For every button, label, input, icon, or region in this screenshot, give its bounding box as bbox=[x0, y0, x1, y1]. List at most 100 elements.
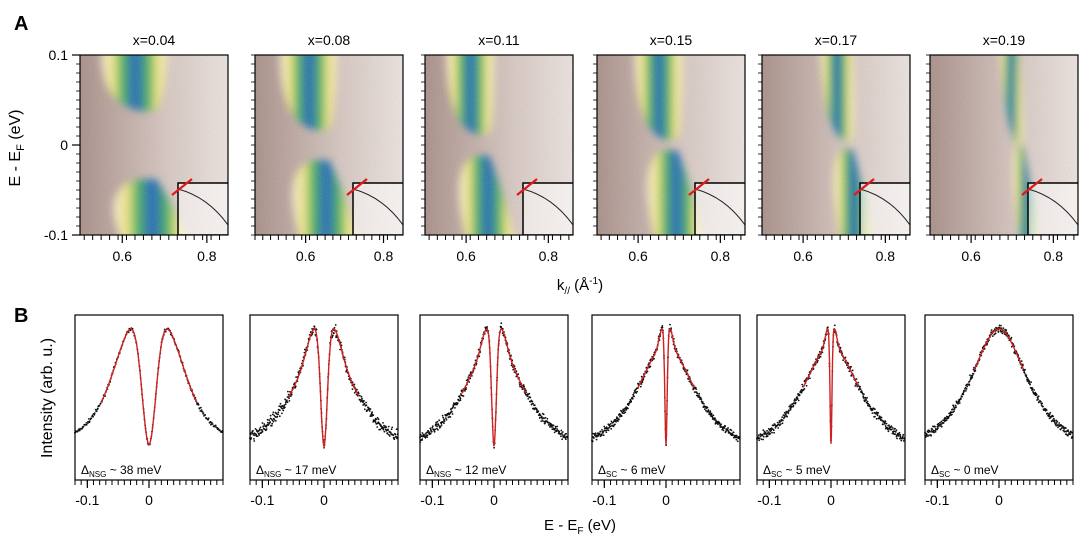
edc-point bbox=[1027, 379, 1030, 381]
edc-point bbox=[374, 421, 377, 423]
edc-point bbox=[1031, 388, 1034, 390]
x-axis-ticks bbox=[926, 54, 1075, 243]
edc-point bbox=[284, 406, 286, 409]
panel-b-ylabel: Intensity (arb. u.) bbox=[39, 338, 56, 458]
edc-point bbox=[881, 419, 883, 422]
edc-point bbox=[766, 429, 768, 432]
edc-point bbox=[714, 417, 716, 420]
edc-point bbox=[282, 409, 285, 412]
edc-point bbox=[880, 416, 883, 419]
edc-point bbox=[1069, 433, 1072, 436]
edc-point bbox=[363, 408, 366, 411]
edc-point bbox=[706, 406, 709, 409]
edc-point bbox=[429, 432, 432, 435]
edc-point bbox=[270, 418, 273, 420]
edc-point bbox=[757, 437, 760, 440]
edc-point bbox=[512, 368, 515, 371]
edc-point bbox=[376, 416, 379, 419]
inset-fermi-arc bbox=[177, 188, 228, 226]
edc-point bbox=[605, 431, 608, 433]
edc-point bbox=[701, 401, 704, 404]
edc-point bbox=[426, 434, 429, 437]
edc-point bbox=[283, 404, 286, 407]
edc-point bbox=[214, 424, 217, 427]
edc-point bbox=[1002, 327, 1005, 330]
edc-point bbox=[90, 417, 93, 420]
edc-point bbox=[78, 429, 81, 432]
gap-subscript: NSG bbox=[264, 470, 281, 479]
edc-point bbox=[1023, 372, 1026, 374]
edc-point bbox=[770, 428, 773, 431]
edc-point bbox=[855, 378, 858, 380]
edc-point bbox=[735, 438, 738, 441]
edc-point bbox=[433, 428, 435, 431]
gap-annotation: ΔSC ~ 5 meV bbox=[763, 463, 831, 479]
edc-point bbox=[250, 437, 253, 439]
edc-frame bbox=[924, 314, 1074, 481]
gap-subscript: SC bbox=[606, 470, 617, 479]
edc-point bbox=[998, 324, 1001, 327]
edc-point bbox=[1037, 398, 1040, 400]
edc-point bbox=[600, 433, 603, 435]
edc-point bbox=[1041, 402, 1044, 405]
edc-point bbox=[426, 436, 429, 438]
edc-point bbox=[1059, 428, 1062, 431]
edc-point bbox=[340, 341, 342, 344]
edc-point bbox=[863, 393, 865, 396]
edc-point bbox=[253, 440, 256, 442]
edc-point bbox=[551, 426, 554, 428]
edc-point bbox=[865, 399, 867, 402]
edc-point bbox=[882, 420, 885, 423]
edc-point bbox=[883, 423, 886, 425]
x-tick-label: 0.6 bbox=[296, 248, 316, 264]
edc-point bbox=[353, 383, 356, 386]
edc-point bbox=[934, 431, 937, 433]
edc-point bbox=[269, 421, 271, 423]
edc-point bbox=[93, 412, 96, 415]
edc-point bbox=[867, 402, 870, 405]
edc-point bbox=[932, 429, 935, 432]
edc-point bbox=[785, 412, 787, 415]
edc-point bbox=[713, 418, 716, 421]
edc-point bbox=[725, 430, 727, 433]
edc-point bbox=[287, 390, 289, 393]
edc-point bbox=[549, 426, 551, 428]
edc-point bbox=[890, 425, 893, 427]
edc-point bbox=[796, 397, 799, 400]
edc-point bbox=[965, 388, 968, 390]
edc-point bbox=[842, 359, 844, 362]
edc-point bbox=[732, 434, 734, 437]
edc-point bbox=[931, 428, 934, 431]
edc-point bbox=[624, 411, 627, 414]
edc-point bbox=[958, 400, 961, 402]
edc-point bbox=[459, 399, 462, 402]
x-tick-label: 0 bbox=[490, 492, 498, 508]
edc-point bbox=[394, 433, 397, 436]
edc-x-ticks bbox=[74, 480, 224, 488]
edc-point bbox=[609, 423, 612, 425]
edc-point bbox=[1033, 389, 1035, 391]
edc-point bbox=[894, 431, 897, 433]
edc-point bbox=[519, 385, 521, 388]
gap-annotation: ΔNSG ~ 12 meV bbox=[426, 463, 506, 479]
gap-annotation: ΔSC ~ 6 meV bbox=[598, 463, 666, 479]
edc-point bbox=[207, 418, 210, 421]
edc-point bbox=[385, 426, 388, 428]
edc-point bbox=[556, 428, 559, 430]
panel-b-xlabel: E - EF (eV) bbox=[544, 517, 616, 537]
edc-point bbox=[197, 403, 200, 406]
edc-point bbox=[443, 422, 445, 424]
edc-point bbox=[710, 412, 713, 415]
edc-point bbox=[546, 417, 549, 420]
edc-point bbox=[430, 430, 433, 433]
edc-point bbox=[99, 402, 102, 405]
edc-point bbox=[602, 431, 604, 433]
edc-point bbox=[544, 416, 547, 419]
edc-point bbox=[891, 427, 894, 429]
edc-point bbox=[553, 428, 556, 431]
edc-point bbox=[252, 432, 254, 435]
edc-point bbox=[700, 398, 703, 400]
edc-point bbox=[529, 396, 532, 399]
edc-point bbox=[953, 410, 955, 412]
